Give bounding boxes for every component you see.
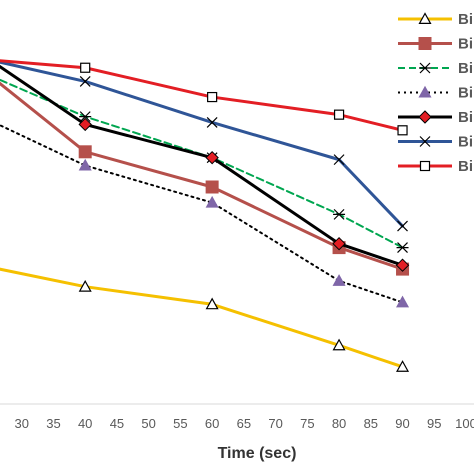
x-tick-label: 40 bbox=[78, 416, 92, 431]
legend-item-4: Bi bbox=[398, 85, 473, 102]
legend-marker-7 bbox=[419, 160, 431, 172]
series-2-point-2 bbox=[78, 145, 92, 159]
series-6-line bbox=[0, 60, 405, 228]
series-1-point-4 bbox=[332, 338, 346, 351]
legend-marker-2 bbox=[418, 37, 432, 50]
series-7-point-2 bbox=[80, 62, 91, 73]
legend-label-7: Bi bbox=[458, 158, 473, 175]
series-2-point-3 bbox=[205, 180, 219, 194]
series-3-point-5 bbox=[396, 242, 409, 254]
legend-marker-6 bbox=[419, 136, 431, 147]
series-7 bbox=[0, 59, 408, 136]
series-7-point-5 bbox=[397, 125, 408, 136]
x-tick-label: 55 bbox=[173, 416, 187, 431]
series-6-point-5 bbox=[397, 220, 408, 232]
legend-marker-5 bbox=[418, 110, 432, 124]
series-3 bbox=[0, 78, 409, 254]
series-5-point-4 bbox=[332, 236, 346, 251]
legend-marker-4 bbox=[418, 85, 432, 98]
series-5-point-3 bbox=[205, 150, 219, 165]
x-tick-label: 65 bbox=[237, 416, 251, 431]
series-4-point-4 bbox=[332, 274, 346, 286]
legend-item-2: Bi bbox=[398, 36, 473, 53]
x-tick-labels: 253035404550556065707580859095100 bbox=[14, 416, 474, 431]
series-3-point-4 bbox=[333, 208, 346, 220]
series-4-point-5 bbox=[396, 295, 410, 308]
x-tick-label: 50 bbox=[141, 416, 155, 431]
legend-marker-3 bbox=[419, 62, 431, 74]
series-2 bbox=[0, 81, 410, 276]
x-tick-label: 85 bbox=[364, 416, 378, 431]
series-7-point-3 bbox=[207, 91, 218, 103]
legend-item-3: Bi bbox=[398, 60, 473, 77]
series-4-point-2 bbox=[78, 158, 92, 171]
legend-label-5: Bi bbox=[458, 109, 473, 126]
series-7-point-4 bbox=[333, 109, 345, 120]
legend-item-1: Bi bbox=[398, 11, 473, 28]
series-6-point-4 bbox=[333, 154, 345, 166]
legend-item-7: Bi bbox=[398, 158, 473, 175]
x-tick-label: 30 bbox=[14, 416, 28, 431]
x-tick-label: 75 bbox=[300, 416, 314, 431]
legend-label-2: Bi bbox=[458, 36, 473, 53]
series-layer bbox=[0, 59, 410, 372]
legend-label-4: Bi bbox=[458, 85, 473, 102]
x-axis-title: Time (sec) bbox=[218, 445, 297, 462]
legend-label-1: Bi bbox=[458, 11, 473, 28]
x-tick-label: 90 bbox=[395, 416, 409, 431]
series-5 bbox=[0, 64, 410, 272]
series-1-point-3 bbox=[205, 297, 219, 310]
x-tick-label: 35 bbox=[46, 416, 60, 431]
series-6 bbox=[0, 60, 408, 232]
x-tick-label: 80 bbox=[332, 416, 346, 431]
series-4-point-3 bbox=[205, 195, 219, 208]
legend: Bi Bi Bi Bi Bi Bi Bi bbox=[398, 11, 473, 175]
legend-marker-1 bbox=[418, 12, 432, 24]
legend-item-6: Bi bbox=[398, 134, 473, 151]
series-6-point-2 bbox=[79, 76, 91, 87]
series-5-point-2 bbox=[78, 117, 92, 132]
x-tick-label: 60 bbox=[205, 416, 219, 431]
series-1-point-5 bbox=[396, 360, 410, 372]
legend-item-5: Bi bbox=[398, 109, 473, 126]
series-6-point-3 bbox=[206, 117, 218, 128]
legend-label-6: Bi bbox=[458, 134, 473, 151]
x-tick-label: 45 bbox=[110, 416, 124, 431]
series-4 bbox=[0, 124, 410, 308]
series-1-point-2 bbox=[78, 279, 92, 292]
x-tick-label: 95 bbox=[427, 416, 441, 431]
x-tick-label: 100 bbox=[455, 416, 474, 431]
series-4-line bbox=[0, 124, 404, 304]
x-tick-label: 70 bbox=[268, 416, 282, 431]
series-5-point-5 bbox=[395, 258, 410, 272]
legend-label-3: Bi bbox=[458, 60, 473, 77]
series-1 bbox=[0, 267, 410, 372]
series-3-point-2 bbox=[79, 111, 92, 123]
